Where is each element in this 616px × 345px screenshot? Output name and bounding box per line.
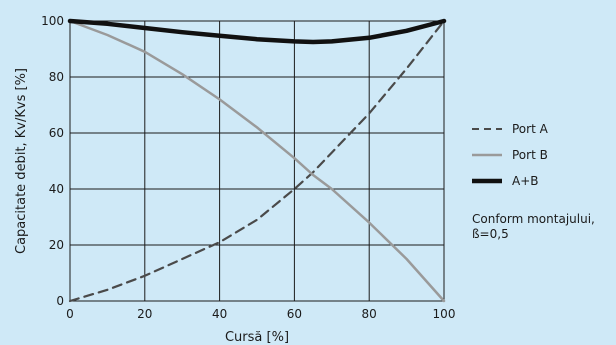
x-tick-label: 80 (362, 307, 377, 321)
legend-label-a-plus-b: A+B (512, 174, 539, 188)
y-tick-label: 100 (41, 14, 64, 28)
y-tick-label: 40 (49, 182, 64, 196)
thick-line-icon (472, 178, 502, 184)
y-tick-label: 20 (49, 238, 64, 252)
grid (69, 20, 445, 302)
x-tick-label: 0 (66, 307, 74, 321)
y-axis-ticks: 0 20 40 60 80 100 (41, 14, 64, 308)
series-line-1 (68, 19, 446, 303)
plot-area (70, 21, 444, 301)
x-tick-label: 60 (287, 307, 302, 321)
y-tick-label: 60 (49, 126, 64, 140)
legend-item-port-a: Port A (472, 116, 614, 142)
legend-label-port-b: Port B (512, 148, 548, 162)
legend-item-port-b: Port B (472, 142, 614, 168)
x-tick-label: 20 (137, 307, 152, 321)
solid-line-icon (472, 153, 502, 157)
x-axis-label: Cursă [%] (225, 330, 289, 345)
y-axis-label: Capacitate debit, Kv/Kvs [%] (14, 68, 29, 254)
chart-note: Conform montajului, ß=0,5 (472, 212, 595, 241)
legend-item-a-plus-b: A+B (472, 168, 614, 194)
series-lines (67, 18, 447, 303)
legend-label-port-a: Port A (512, 122, 548, 136)
legend: Port A Port B A+B Conform montajului, ß=… (472, 116, 614, 242)
series-line-3 (67, 18, 447, 45)
x-tick-label: 40 (212, 307, 227, 321)
y-tick-label: 0 (56, 294, 64, 308)
y-tick-label: 80 (49, 70, 64, 84)
x-axis-ticks: 0 20 40 60 80 100 (66, 307, 455, 321)
series-line-2 (68, 19, 446, 303)
x-tick-label: 100 (433, 307, 456, 321)
dashed-line-icon (472, 128, 502, 130)
